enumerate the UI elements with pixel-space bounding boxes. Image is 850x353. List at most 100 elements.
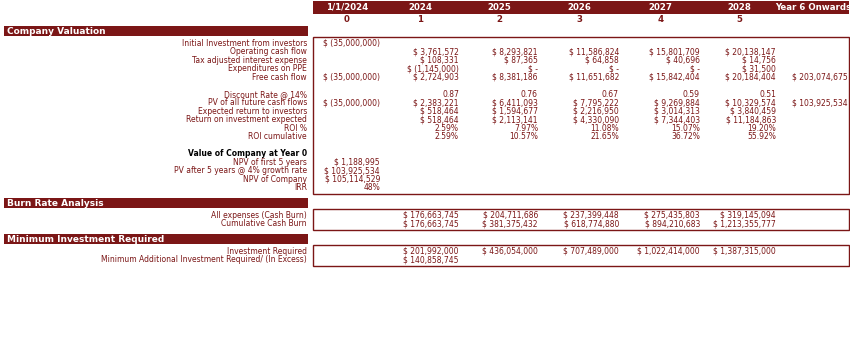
Text: $ 103,925,534: $ 103,925,534 [792, 98, 848, 107]
Text: $ 20,138,147: $ 20,138,147 [726, 47, 776, 56]
Text: $ 436,054,000: $ 436,054,000 [482, 247, 538, 256]
Text: $ 6,411,093: $ 6,411,093 [492, 98, 538, 107]
Text: $ 201,992,000: $ 201,992,000 [404, 247, 459, 256]
Text: IRR: IRR [294, 183, 307, 192]
Text: $ 8,293,821: $ 8,293,821 [492, 47, 538, 56]
Text: 0.51: 0.51 [759, 90, 776, 99]
Text: $ 105,114,529: $ 105,114,529 [325, 175, 380, 184]
Text: ROI %: ROI % [284, 124, 307, 133]
Text: Expected return to investors: Expected return to investors [197, 107, 307, 116]
Text: $ 3,761,572: $ 3,761,572 [413, 47, 459, 56]
Text: 48%: 48% [363, 183, 380, 192]
Text: $ 4,330,090: $ 4,330,090 [573, 115, 619, 124]
Text: 0.67: 0.67 [602, 90, 619, 99]
Text: $ 1,594,677: $ 1,594,677 [492, 107, 538, 116]
Text: Free cash flow: Free cash flow [252, 73, 307, 82]
FancyBboxPatch shape [4, 234, 308, 244]
Text: $ 3,840,459: $ 3,840,459 [730, 107, 776, 116]
Text: 0.87: 0.87 [442, 90, 459, 99]
Text: 2026: 2026 [568, 3, 592, 12]
Text: $ 11,586,824: $ 11,586,824 [569, 47, 619, 56]
Text: 2.59%: 2.59% [435, 132, 459, 141]
Text: $ 3,014,313: $ 3,014,313 [654, 107, 700, 116]
Text: $ 31,500: $ 31,500 [742, 64, 776, 73]
Text: 3: 3 [576, 14, 582, 24]
Text: $ 2,113,141: $ 2,113,141 [492, 115, 538, 124]
Text: $ 64,858: $ 64,858 [586, 56, 619, 65]
Text: Minimum Additional Investment Required/ (In Excess): Minimum Additional Investment Required/ … [101, 255, 307, 264]
Text: $ -: $ - [690, 64, 700, 73]
Text: PV of all future cash flows: PV of all future cash flows [207, 98, 307, 107]
Text: Return on investment expected: Return on investment expected [186, 115, 307, 124]
Text: 11.08%: 11.08% [591, 124, 619, 133]
Text: Tax adjusted interest expense: Tax adjusted interest expense [192, 56, 307, 65]
Text: $ 2,724,903: $ 2,724,903 [413, 73, 459, 82]
Text: PV after 5 years @ 4% growth rate: PV after 5 years @ 4% growth rate [174, 166, 307, 175]
Text: 10.57%: 10.57% [509, 132, 538, 141]
Text: 0: 0 [344, 14, 350, 24]
Text: 21.65%: 21.65% [590, 132, 619, 141]
Text: $ (35,000,000): $ (35,000,000) [323, 73, 380, 82]
Text: 2027: 2027 [649, 3, 672, 12]
Text: $ 14,756: $ 14,756 [742, 56, 776, 65]
Text: 55.92%: 55.92% [747, 132, 776, 141]
FancyBboxPatch shape [4, 198, 308, 208]
Text: $ 707,489,000: $ 707,489,000 [564, 247, 619, 256]
Text: Investment Required: Investment Required [227, 247, 307, 256]
Text: 1/1/2024: 1/1/2024 [326, 3, 368, 12]
Text: NPV of first 5 years: NPV of first 5 years [233, 158, 307, 167]
FancyBboxPatch shape [4, 26, 308, 36]
Text: $ 9,269,884: $ 9,269,884 [654, 98, 700, 107]
Text: Discount Rate @ 14%: Discount Rate @ 14% [224, 90, 307, 99]
Text: $ 2,383,221: $ 2,383,221 [413, 98, 459, 107]
Text: $ (35,000,000): $ (35,000,000) [323, 98, 380, 107]
Text: $ 11,184,863: $ 11,184,863 [726, 115, 776, 124]
Text: $ (35,000,000): $ (35,000,000) [323, 39, 380, 48]
Text: 0.76: 0.76 [521, 90, 538, 99]
Text: ROI cumulative: ROI cumulative [248, 132, 307, 141]
Text: $ 103,925,534: $ 103,925,534 [325, 166, 380, 175]
Text: $ 7,344,403: $ 7,344,403 [654, 115, 700, 124]
Text: 2: 2 [496, 14, 502, 24]
Text: Year 6 Onwards: Year 6 Onwards [775, 3, 850, 12]
Text: $ 1,387,315,000: $ 1,387,315,000 [713, 247, 776, 256]
Text: 2028: 2028 [727, 3, 751, 12]
Text: $ 2,216,950: $ 2,216,950 [573, 107, 619, 116]
Text: $ 275,435,803: $ 275,435,803 [644, 211, 700, 220]
Text: $ 108,331: $ 108,331 [421, 56, 459, 65]
Text: 0.59: 0.59 [683, 90, 700, 99]
Text: Burn Rate Analysis: Burn Rate Analysis [7, 198, 104, 208]
Text: $ 204,711,686: $ 204,711,686 [483, 211, 538, 220]
Text: $ 518,464: $ 518,464 [421, 115, 459, 124]
Text: 7.97%: 7.97% [514, 124, 538, 133]
Text: Expenditures on PPE: Expenditures on PPE [229, 64, 307, 73]
Text: $ 1,213,355,777: $ 1,213,355,777 [713, 219, 776, 228]
Text: Minimum Investment Required: Minimum Investment Required [7, 234, 164, 244]
Text: $ 40,696: $ 40,696 [666, 56, 700, 65]
Text: $ 7,795,222: $ 7,795,222 [573, 98, 619, 107]
Text: $ 176,663,745: $ 176,663,745 [403, 219, 459, 228]
Text: $ 10,329,574: $ 10,329,574 [725, 98, 776, 107]
Text: $ (1,145,000): $ (1,145,000) [407, 64, 459, 73]
Text: 15.07%: 15.07% [672, 124, 700, 133]
Text: $ 618,774,880: $ 618,774,880 [564, 219, 619, 228]
FancyBboxPatch shape [313, 37, 849, 194]
Text: 2.59%: 2.59% [435, 124, 459, 133]
FancyBboxPatch shape [313, 209, 849, 230]
Text: $ -: $ - [528, 64, 538, 73]
Text: 2024: 2024 [409, 3, 433, 12]
Text: $ 237,399,448: $ 237,399,448 [564, 211, 619, 220]
Text: NPV of Company: NPV of Company [243, 175, 307, 184]
Text: All expenses (Cash Burn): All expenses (Cash Burn) [212, 211, 307, 220]
Text: $ 8,381,186: $ 8,381,186 [492, 73, 538, 82]
Text: Company Valuation: Company Valuation [7, 26, 105, 36]
Text: $ 518,464: $ 518,464 [421, 107, 459, 116]
Text: $ 87,365: $ 87,365 [504, 56, 538, 65]
Text: $ -: $ - [609, 64, 619, 73]
Text: $ 203,074,675: $ 203,074,675 [792, 73, 848, 82]
Text: Value of Company at Year 0: Value of Company at Year 0 [188, 149, 307, 158]
Text: $ 15,801,709: $ 15,801,709 [649, 47, 700, 56]
Text: Operating cash flow: Operating cash flow [230, 47, 307, 56]
Text: $ 1,022,414,000: $ 1,022,414,000 [638, 247, 700, 256]
Text: $ 894,210,683: $ 894,210,683 [644, 219, 700, 228]
